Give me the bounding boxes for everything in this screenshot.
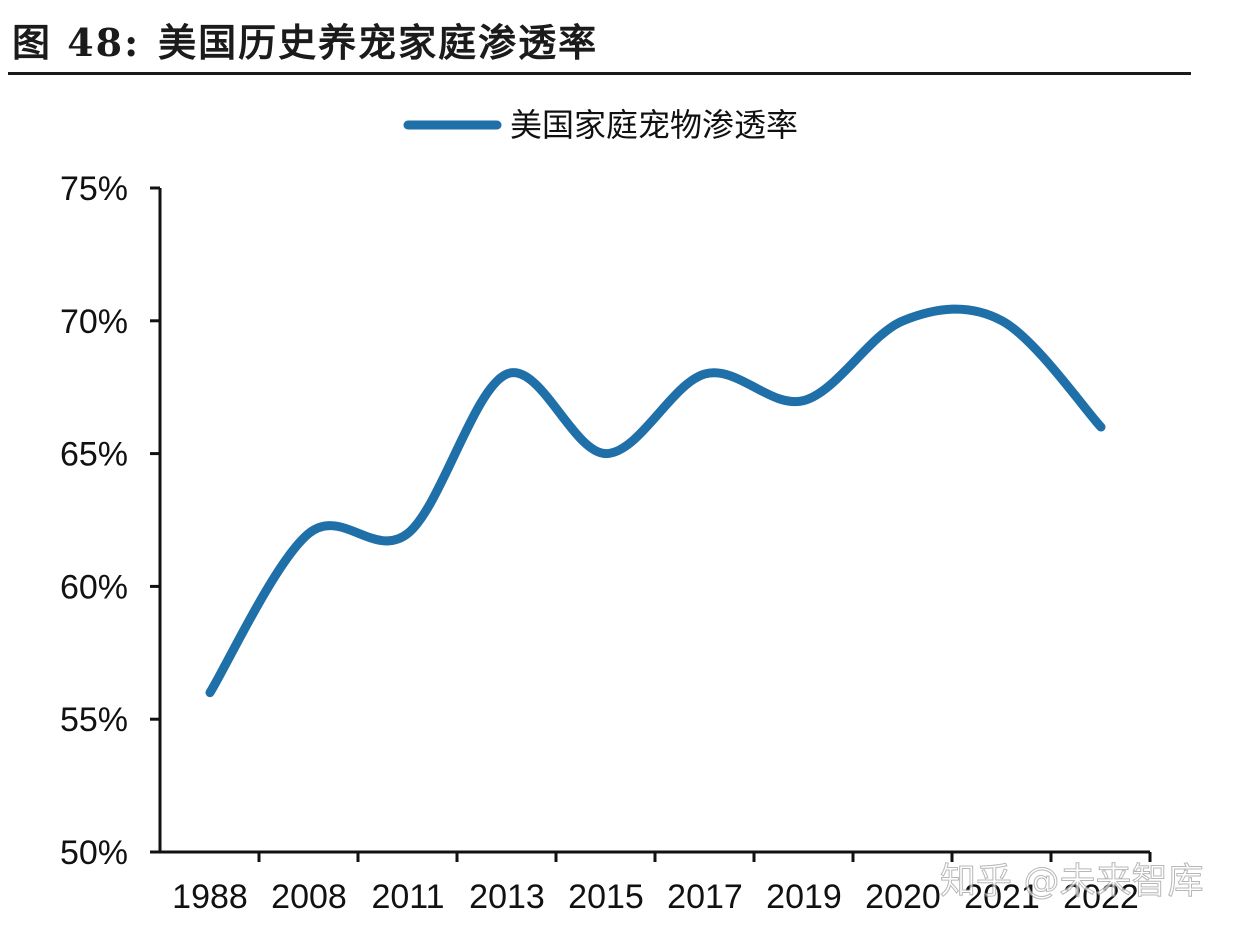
x-tick-label: 2013 (469, 878, 545, 916)
y-tick-label: 55% (60, 701, 128, 739)
y-tick-label: 60% (60, 568, 128, 606)
data-point (605, 453, 607, 455)
legend-label: 美国家庭宠物渗透率 (510, 106, 798, 144)
data-point (1001, 320, 1003, 322)
x-tick-label: 2022 (1063, 878, 1139, 916)
x-tick-label: 2008 (271, 878, 347, 916)
chart-series (205, 304, 1106, 698)
figure-number: 图 48: (12, 20, 141, 65)
chart-legend: 美国家庭宠物渗透率 (403, 106, 798, 144)
x-tick-label: 2021 (964, 878, 1040, 916)
x-tick-label: 2011 (371, 878, 444, 916)
data-point (1100, 426, 1102, 428)
x-tick-label: 2019 (766, 878, 842, 916)
data-point (506, 373, 508, 375)
figure-title: 图 48: 美国历史养宠家庭渗透率 (12, 12, 598, 67)
series-line (205, 304, 1106, 698)
data-point (902, 320, 904, 322)
data-point (407, 532, 409, 534)
data-point (209, 692, 211, 694)
data-point (803, 399, 805, 401)
x-tick-label: 1988 (172, 878, 248, 916)
y-tick-label: 50% (60, 834, 128, 872)
watermark-text: 知乎 @未来智库 (940, 861, 1203, 902)
data-point (704, 373, 706, 375)
y-tick-label: 65% (60, 436, 128, 474)
figure-title-text: 美国历史养宠家庭渗透率 (158, 20, 599, 65)
chart-axes: 50% 55% 60% 65% 70% 75% 1988 2008 2011 2013 2015 20… (60, 170, 1152, 916)
x-tick-label: 2017 (667, 878, 743, 916)
data-point (308, 532, 310, 534)
x-tick-label: 2015 (568, 878, 644, 916)
y-tick-label: 75% (60, 170, 128, 208)
y-tick-label: 70% (60, 303, 128, 341)
x-tick-label: 2020 (865, 878, 941, 916)
title-divider (8, 72, 1191, 75)
